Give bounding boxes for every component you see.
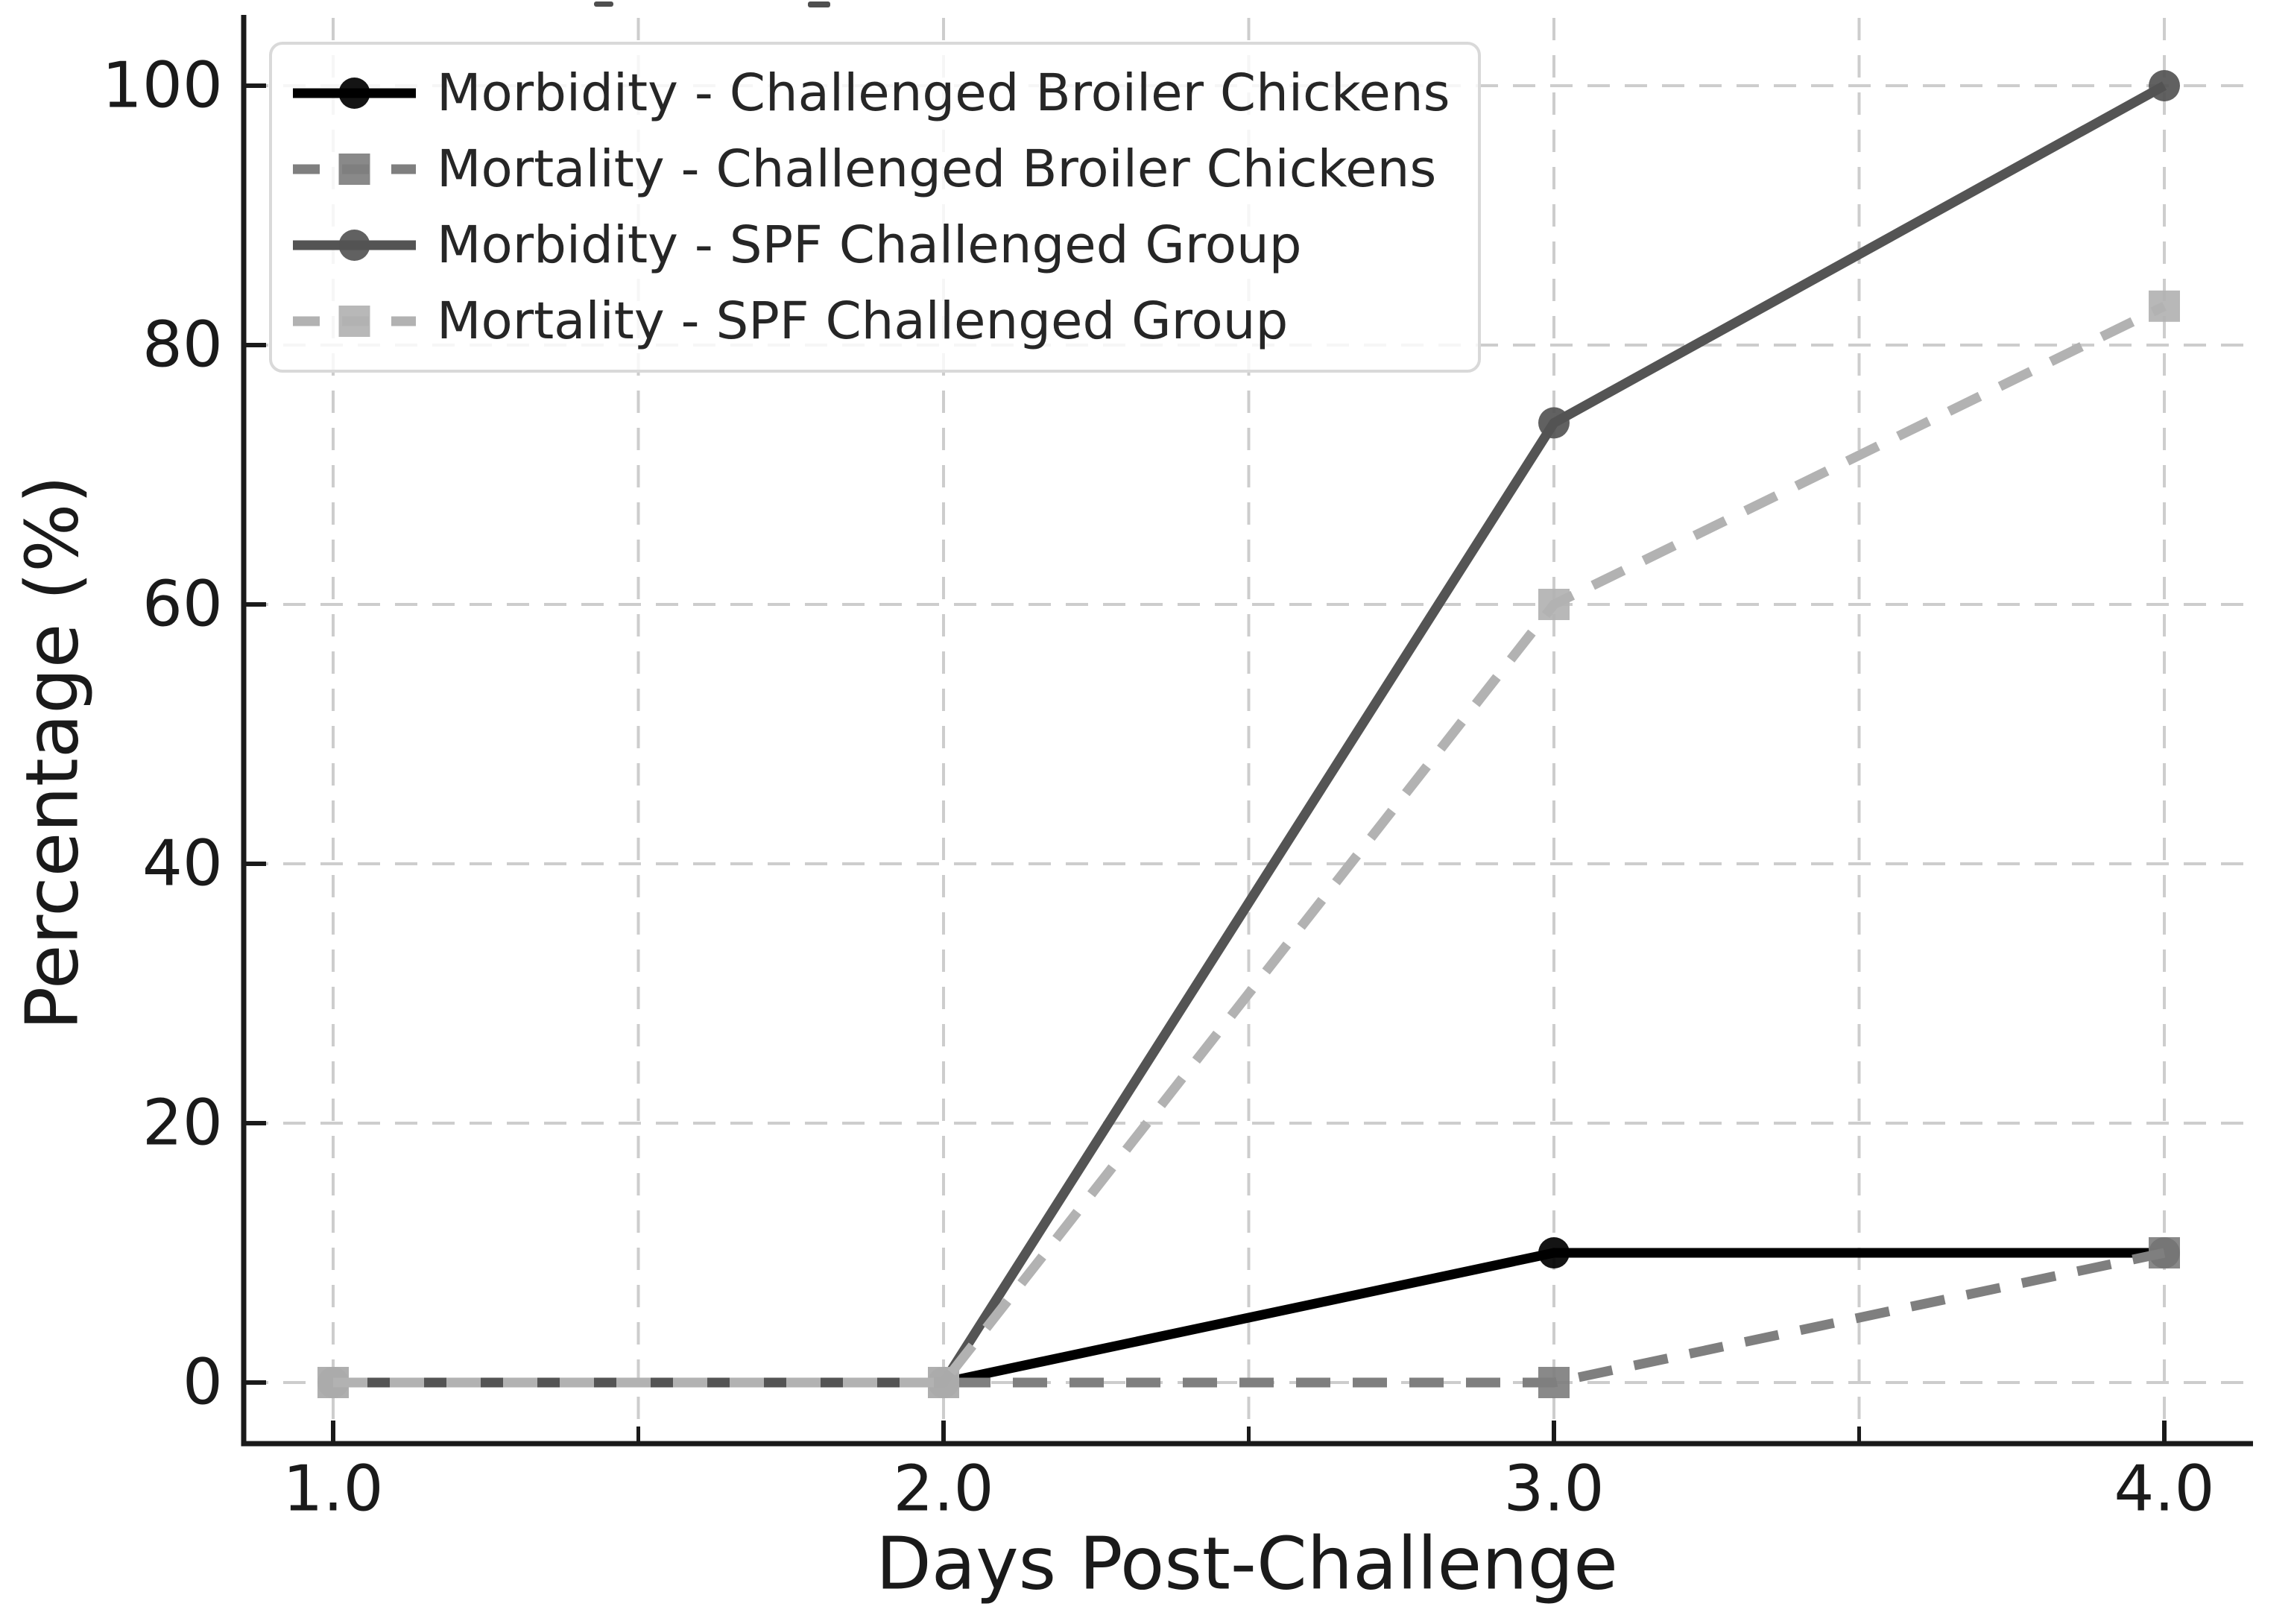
square-marker-icon (928, 1367, 959, 1398)
circle-marker-icon (2149, 70, 2180, 101)
y-tick-label: 40 (142, 827, 223, 901)
legend-label: Morbidity - SPF Challenged Group (437, 215, 1302, 275)
y-tick-label: 80 (142, 309, 223, 382)
crop-artifact (808, 1, 830, 7)
axes: 1.0 2.0 3.0 4.0 0 20 40 60 80 100 Days Post-Challe… (10, 15, 2253, 1606)
crop-artifacts (594, 1, 830, 7)
legend-item: Mortality - SPF Challenged Group (293, 291, 1288, 351)
y-tick-label: 60 (142, 568, 223, 642)
circle-marker-icon (1538, 1237, 1570, 1268)
circle-marker-icon (338, 230, 370, 261)
y-tick-label: 0 (183, 1346, 223, 1420)
x-axis-title: Days Post-Challenge (876, 1522, 1618, 1606)
legend-box (269, 42, 1481, 373)
x-tick-label: 2.0 (893, 1453, 993, 1526)
square-marker-icon (1538, 1367, 1570, 1398)
legend-item: Mortality - Challenged Broiler Chickens (293, 139, 1436, 199)
y-axis-title: Percentage (%) (10, 475, 95, 1030)
square-marker-icon (338, 154, 370, 185)
circle-marker-icon (338, 78, 370, 109)
plot-series (317, 70, 2180, 1398)
x-tick-label: 4.0 (2114, 1453, 2214, 1526)
y-tick-label: 20 (142, 1087, 223, 1160)
crop-artifact (594, 1, 613, 7)
square-marker-icon (2149, 290, 2180, 322)
series-line (333, 301, 2167, 1388)
circle-marker-icon (1538, 407, 1570, 439)
square-marker-icon (317, 1367, 349, 1398)
square-marker-icon (2149, 1237, 2180, 1268)
square-marker-icon (338, 306, 370, 337)
legend-item: Morbidity - SPF Challenged Group (293, 215, 1302, 275)
legend-label: Morbidity - Challenged Broiler Chickens (437, 63, 1450, 123)
square-marker-icon (1538, 589, 1570, 620)
y-tick-label: 100 (102, 49, 223, 123)
legend-label: Mortality - Challenged Broiler Chickens (437, 139, 1436, 199)
legend: Morbidity - Challenged Broiler Chickens M… (269, 42, 1481, 373)
x-tick-label: 3.0 (1503, 1453, 1604, 1526)
x-tick-label: 1.0 (282, 1453, 383, 1526)
series-3 (317, 290, 2180, 1398)
legend-label: Mortality - SPF Challenged Group (437, 291, 1288, 351)
legend-item: Morbidity - Challenged Broiler Chickens (293, 63, 1450, 123)
